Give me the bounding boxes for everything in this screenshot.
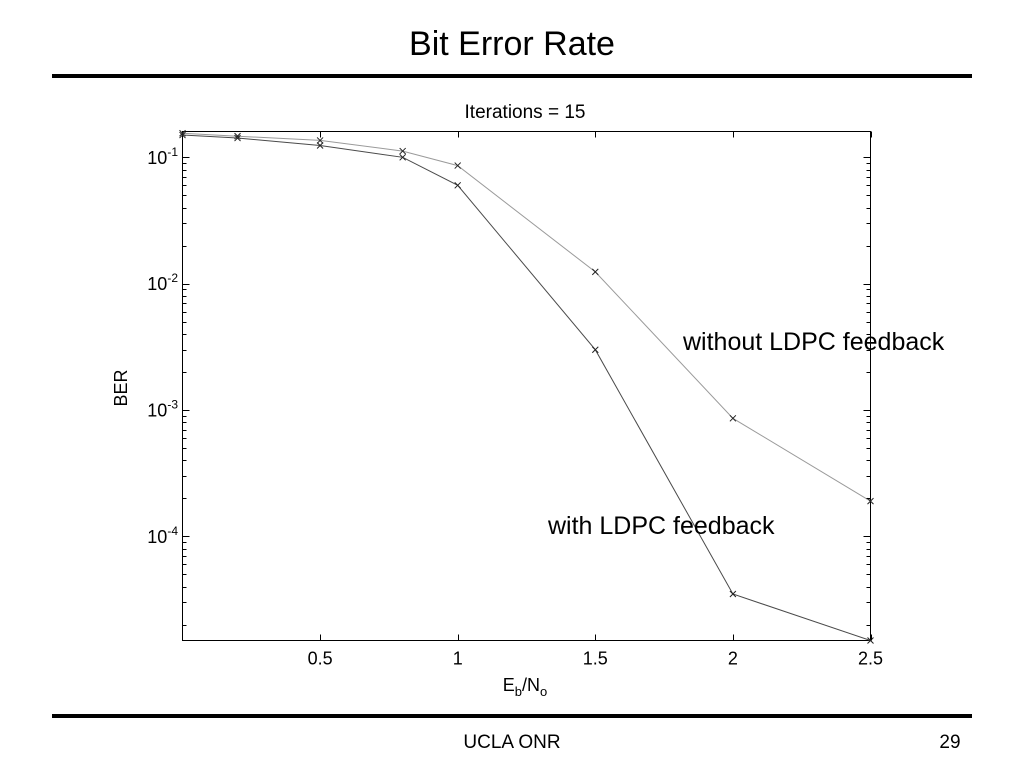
plot-area [182, 131, 871, 641]
y-tick-label-base: 10 [147, 274, 167, 294]
x-tick-label: 1.5 [583, 649, 608, 669]
series-label-with-ldpc-feedback: with LDPC feedback [547, 512, 775, 540]
y-tick-label-exponent: -3 [167, 398, 178, 412]
data-point-marker [867, 637, 874, 644]
y-tick-label-base: 10 [147, 401, 167, 421]
data-point-marker [867, 497, 874, 505]
y-tick-label: 10-3 [147, 398, 178, 421]
y-tick-label: 10-2 [147, 271, 178, 294]
footer-text: UCLA ONR [463, 732, 561, 753]
slide-title: Bit Error Rate [409, 25, 615, 63]
y-axis-label: BER [111, 369, 131, 406]
data-point-marker [454, 162, 462, 169]
data-point-marker [234, 134, 241, 142]
data-point-marker [729, 414, 737, 422]
x-axis-label-subscript: b [515, 684, 522, 699]
series-line-with-ldpc-feedback [182, 134, 871, 641]
x-axis-label-part: E [503, 675, 515, 695]
x-axis-label-part: /N [522, 675, 540, 695]
data-point-marker [399, 147, 407, 155]
y-tick-label-base: 10 [147, 148, 167, 168]
x-tick-label: 1 [453, 649, 463, 669]
axis-ticks [182, 131, 872, 641]
y-tick-label-exponent: -4 [167, 524, 178, 538]
data-point-marker [399, 153, 407, 161]
data-point-marker [591, 346, 599, 354]
series-label-without-ldpc-feedback: without LDPC feedback [682, 328, 945, 356]
y-tick-label: 10-1 [147, 145, 178, 168]
x-tick-label: 0.5 [308, 649, 333, 669]
x-tick-label: 2 [728, 649, 738, 669]
title-divider [52, 74, 972, 78]
y-tick-label-exponent: -1 [167, 145, 178, 159]
tick-labels: 10-110-210-310-40.5 1 1.5 2 2.5 [147, 145, 883, 669]
data-series [179, 129, 874, 644]
x-axis-label: Eb/No [503, 675, 547, 699]
data-point-marker [316, 142, 324, 149]
x-tick-label: 2.5 [858, 649, 883, 669]
data-point-marker [179, 131, 186, 139]
data-point-marker [454, 181, 462, 189]
series-line-without-ldpc-feedback [182, 132, 871, 502]
page-number: 29 [939, 732, 961, 753]
data-point-marker [316, 137, 324, 144]
chart-title: Iterations = 15 [465, 102, 586, 123]
y-tick-label-base: 10 [147, 527, 167, 547]
y-tick-label: 10-4 [147, 524, 178, 547]
data-point-marker [591, 268, 599, 276]
data-point-marker [729, 590, 737, 598]
footer-divider [52, 714, 972, 718]
x-axis-label-subscript: o [540, 684, 547, 699]
y-tick-label-exponent: -2 [167, 271, 178, 285]
